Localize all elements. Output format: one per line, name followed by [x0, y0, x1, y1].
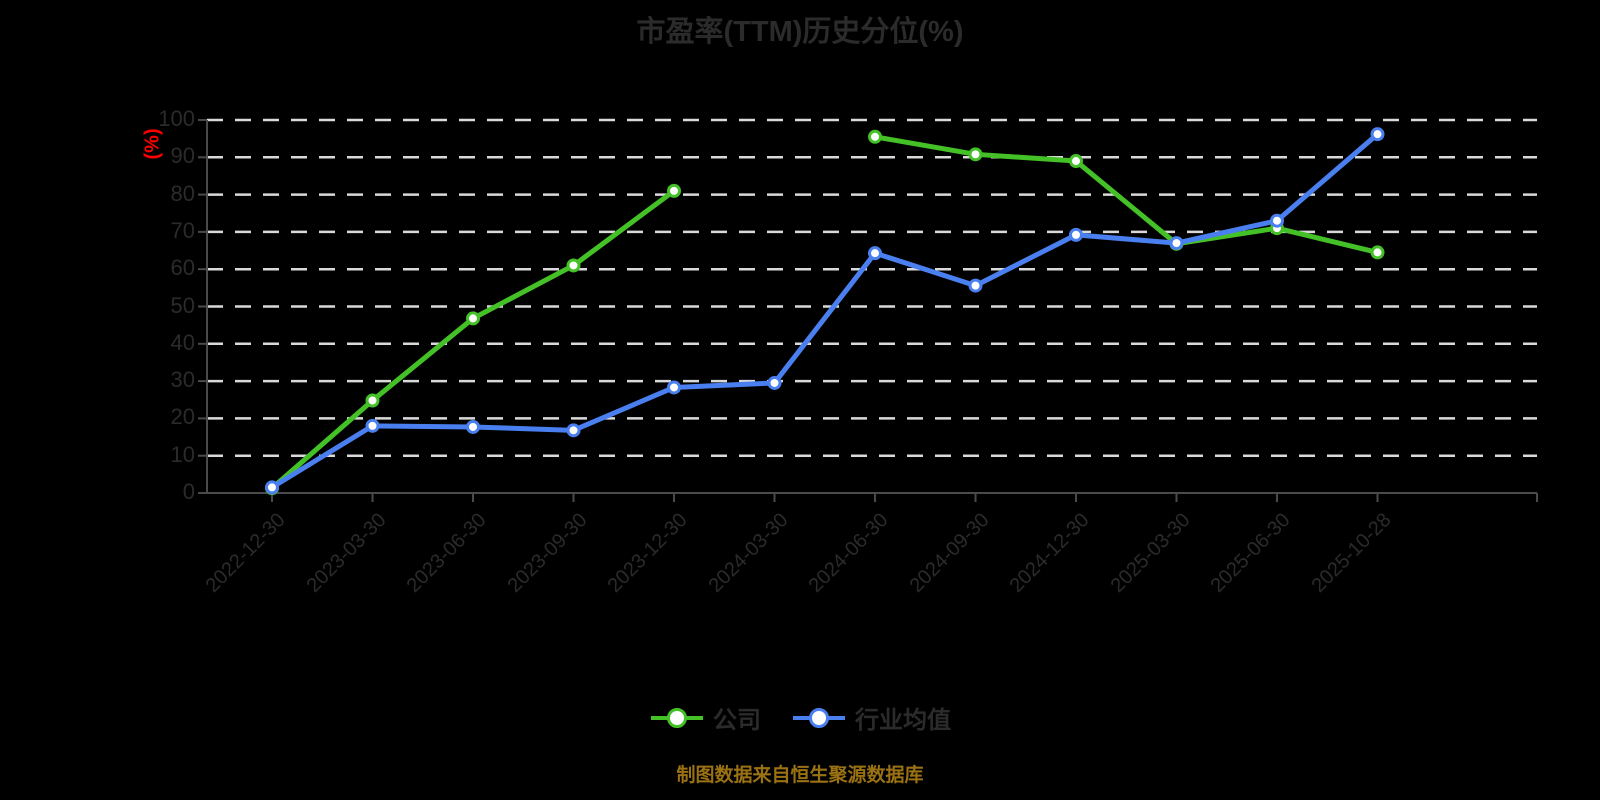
- y-tick-label: 20: [170, 404, 195, 430]
- legend-item-1[interactable]: 行业均值: [791, 700, 951, 735]
- data-point[interactable]: [1069, 154, 1083, 169]
- chart-title: 市盈率(TTM)历史分位(%): [636, 16, 964, 48]
- data-point[interactable]: [466, 419, 480, 434]
- y-tick-label: 90: [170, 143, 195, 169]
- series-line-0: [872, 134, 1380, 255]
- data-point[interactable]: [1069, 227, 1083, 242]
- y-tick-label: 30: [170, 367, 195, 393]
- data-point[interactable]: [968, 278, 983, 293]
- y-tick-label: 80: [170, 180, 195, 206]
- data-point[interactable]: [265, 480, 279, 495]
- y-tick-label: 10: [170, 441, 195, 467]
- legend-swatch-icon: [793, 707, 845, 728]
- data-point[interactable]: [466, 311, 480, 326]
- data-point[interactable]: [1370, 127, 1385, 142]
- data-point[interactable]: [767, 375, 782, 390]
- y-tick-label: 60: [170, 255, 195, 281]
- y-tick-label: 40: [170, 329, 195, 355]
- y-tick-label: 50: [170, 292, 195, 318]
- legend-label: 行业均值: [855, 707, 951, 734]
- series-lines: [269, 131, 1380, 491]
- data-point[interactable]: [365, 418, 380, 433]
- chart-footnote: 制图数据来自恒生聚源数据库: [676, 765, 924, 786]
- data-point[interactable]: [968, 147, 983, 162]
- legend-label: 公司: [713, 707, 761, 734]
- chart-legend: 公司 行业均值: [0, 700, 1600, 735]
- data-point[interactable]: [1169, 236, 1184, 251]
- legend-item-0[interactable]: 公司: [649, 700, 761, 735]
- series-markers: [265, 127, 1385, 496]
- y-tick-label: 70: [170, 217, 195, 243]
- data-point[interactable]: [365, 393, 380, 408]
- series-line-1: [269, 131, 1380, 490]
- y-tick-label: 100: [158, 106, 195, 131]
- y-tick-label: 0: [182, 479, 195, 504]
- data-point[interactable]: [667, 380, 681, 395]
- data-point[interactable]: [1370, 245, 1385, 260]
- y-axis-ticks: [198, 119, 207, 494]
- series-line-0: [269, 188, 677, 491]
- data-point[interactable]: [566, 258, 581, 273]
- data-point[interactable]: [1270, 213, 1284, 228]
- legend-swatch-icon: [651, 707, 703, 728]
- data-point[interactable]: [667, 183, 681, 198]
- data-point[interactable]: [868, 246, 882, 261]
- data-point[interactable]: [566, 423, 581, 438]
- x-axis-ticks: [271, 493, 1538, 502]
- data-point[interactable]: [868, 129, 882, 144]
